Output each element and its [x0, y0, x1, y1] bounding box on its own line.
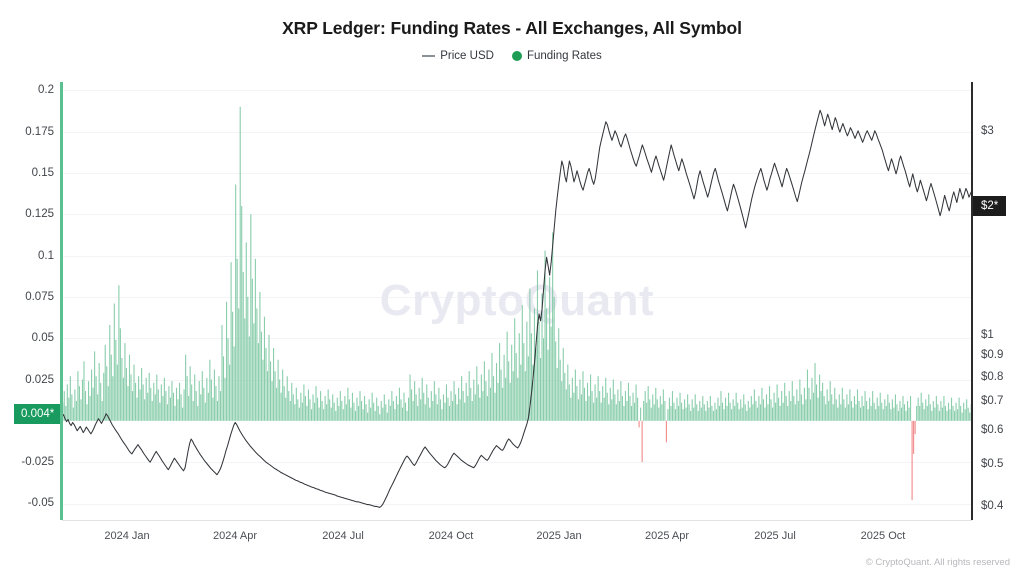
copyright-footer: © CryptoQuant. All rights reserved — [865, 557, 1010, 568]
x-axis-tick: 2024 Jan — [104, 530, 150, 542]
legend-item-funding[interactable]: Funding Rates — [511, 50, 602, 62]
gridline — [62, 255, 972, 257]
price-line — [61, 109, 973, 508]
left-axis-tick: -0.05 — [27, 497, 54, 510]
gridline — [62, 172, 972, 174]
x-axis-tick: 2024 Jul — [322, 530, 364, 542]
left-axis-tick: 0.2 — [38, 84, 54, 97]
left-axis-tick: 0.175 — [25, 125, 54, 138]
x-axis-tick: 2025 Oct — [860, 530, 906, 542]
left-axis-tick: 0.075 — [25, 290, 54, 303]
gridline — [62, 131, 972, 133]
gridline — [62, 379, 972, 381]
right-axis-tick: $0.9 — [981, 348, 1004, 361]
right-axis-value-badge: $2* — [973, 196, 1007, 217]
left-axis-tick: -0.025 — [21, 456, 54, 469]
right-axis-tick: $0.7 — [981, 395, 1004, 408]
page-title: XRP Ledger: Funding Rates - All Exchange… — [282, 18, 742, 38]
left-axis-tick: 0.025 — [25, 373, 54, 386]
left-axis-tick: 0.15 — [31, 166, 54, 179]
gridline — [62, 214, 972, 216]
right-axis-tick: $0.8 — [981, 370, 1004, 383]
right-axis-tick: $1 — [981, 329, 994, 342]
legend-label-funding: Funding Rates — [526, 50, 602, 62]
gridline — [62, 90, 972, 92]
x-axis-tick: 2025 Apr — [644, 530, 690, 542]
right-axis-tick: $0.4 — [981, 499, 1004, 512]
left-axis-line — [60, 82, 63, 520]
left-axis-tick: 0.125 — [25, 208, 54, 221]
right-axis-line — [971, 82, 973, 520]
left-axis-value-badge: 0.004* — [14, 404, 61, 425]
line-dash-icon — [422, 55, 436, 57]
gridline — [62, 338, 972, 340]
x-axis-tick: 2024 Apr — [212, 530, 258, 542]
right-axis-tick: $0.6 — [981, 424, 1004, 437]
x-axis-tick: 2025 Jul — [754, 530, 796, 542]
gridline — [62, 296, 972, 298]
gridline — [62, 462, 972, 464]
x-axis-tick: 2025 Jan — [536, 530, 582, 542]
right-axis-tick: $0.5 — [981, 458, 1004, 470]
x-axis-tick: 2024 Oct — [428, 530, 474, 542]
right-axis-labels: $3 $1 $0.9 $0.8 $0.7 $0.6 $0.5 $0.4 — [981, 0, 1024, 576]
left-axis-tick: 0.05 — [31, 332, 54, 345]
left-axis-labels: 0.2 0.175 0.15 0.125 0.1 0.075 0.05 0.025 -0.025… — [0, 0, 54, 576]
chart-legend: Price USD Funding Rates — [0, 50, 1024, 62]
plot-area: CryptoQuant — [61, 82, 973, 520]
legend-label-price: Price USD — [440, 50, 494, 62]
bottom-axis-line — [62, 520, 972, 521]
right-axis-tick: $3 — [981, 124, 994, 137]
funding-rate-bars — [62, 106, 972, 501]
circle-icon — [511, 51, 522, 61]
left-axis-tick: 0.1 — [38, 249, 54, 262]
legend-item-price[interactable]: Price USD — [422, 50, 494, 62]
gridline — [62, 503, 972, 505]
